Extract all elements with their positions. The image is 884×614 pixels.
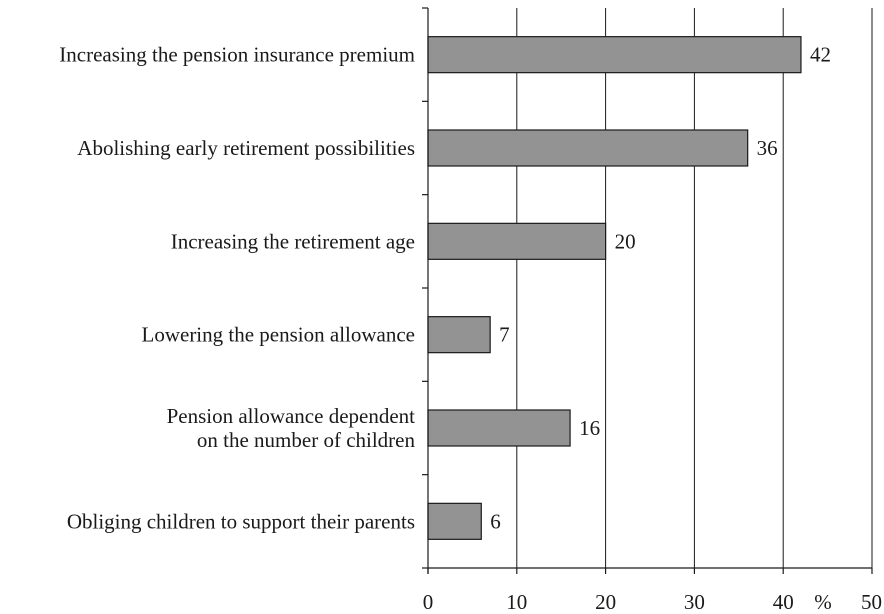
bar-value-label-2: 20 [615,229,636,253]
category-label-5-line-0: Obliging children to support their paren… [67,509,415,533]
category-label-1: Abolishing early retirement possibilitie… [77,136,415,160]
category-label-2: Increasing the retirement age [171,229,415,253]
grid-layer [516,8,873,568]
x-axis-unit-label: % [814,590,832,614]
bar-value-label-3: 7 [499,323,510,347]
category-label-5: Obliging children to support their paren… [67,509,415,533]
category-label-0-line-0: Increasing the pension insurance premium [59,43,415,67]
category-label-2-line-0: Increasing the retirement age [171,229,415,253]
bar-1 [427,129,749,167]
x-tick-label-30: 30 [684,590,705,614]
category-label-4-line-1: on the number of children [197,428,416,452]
category-label-1-line-0: Abolishing early retirement possibilitie… [77,136,415,160]
bar-0 [427,36,802,74]
category-label-3: Lowering the pension allowance [142,323,416,347]
x-tick-label-40: 40 [773,590,794,614]
bar-3 [427,316,491,354]
category-label-3-line-0: Lowering the pension allowance [142,323,416,347]
x-tick-label-10: 10 [506,590,527,614]
x-tick-label-50: 50 [861,590,882,614]
category-label-0: Increasing the pension insurance premium [59,43,415,67]
x-tick-label-20: 20 [595,590,616,614]
bar-5 [427,502,482,540]
bar-2 [427,222,607,260]
bar-value-label-5: 6 [490,509,501,533]
category-label-4-line-0: Pension allowance dependent [167,404,416,428]
bar-value-label-0: 42 [810,43,831,67]
bar-4 [427,409,571,447]
label-layer: 0 10 20 30 40 50% 42 Increasing the pension ins… [59,43,882,614]
x-tick-label-0: 0 [423,590,434,614]
bar-value-label-4: 16 [579,416,600,440]
bar-layer [427,36,802,540]
axis-layer [422,7,873,574]
category-label-4: Pension allowance dependent on the number… [167,404,416,452]
bar-value-label-1: 36 [757,136,778,160]
